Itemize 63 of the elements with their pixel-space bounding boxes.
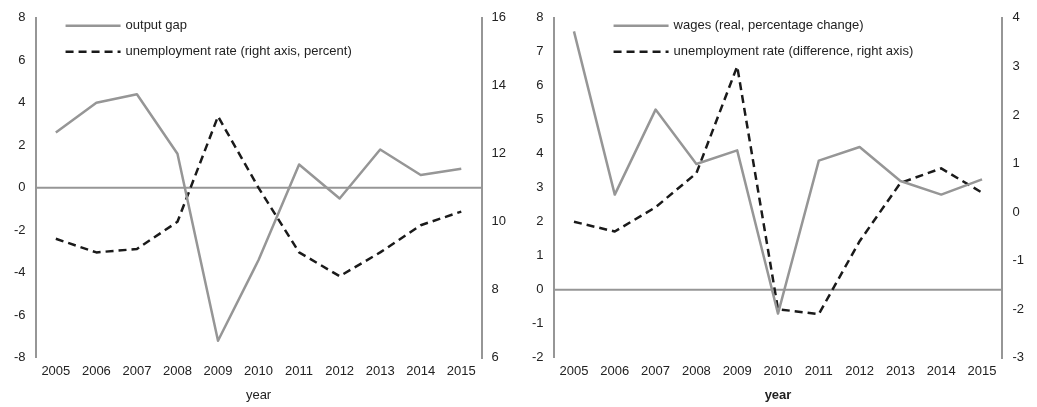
- x-tick-label: 2011: [285, 363, 314, 379]
- y2-tick-label: -3: [1012, 349, 1024, 365]
- y2-tick-label: 1: [1012, 155, 1020, 171]
- x-tick-label: 2007: [641, 363, 671, 379]
- y2-tick-label: 4: [1012, 9, 1020, 25]
- x-tick-label: 2013: [885, 363, 915, 379]
- y-tick-label: -2: [14, 221, 26, 237]
- y2-tick-label: 12: [491, 145, 507, 161]
- y2-tick-label: 8: [491, 281, 499, 297]
- y-tick-label: -1: [532, 315, 544, 331]
- y2-tick-label: 3: [1012, 57, 1020, 73]
- x-tick-label: 2009: [203, 363, 233, 379]
- x-tick-label: 2015: [967, 363, 997, 379]
- y-tick-label: -2: [532, 349, 544, 365]
- y-tick-label: 3: [536, 179, 544, 195]
- legend-label: output gap: [125, 17, 188, 33]
- legend-label: wages (real, percentage change): [672, 17, 864, 33]
- x-tick-label: 2010: [763, 363, 793, 379]
- y2-tick-label: 2: [1012, 106, 1020, 122]
- y-tick-label: -4: [14, 264, 26, 280]
- y-tick-label: 4: [536, 145, 544, 161]
- x-tick-label: 2014: [926, 363, 956, 379]
- y-tick-label: 2: [18, 136, 26, 152]
- y2-tick-label: 16: [491, 9, 507, 25]
- x-tick-label: 2012: [325, 363, 355, 379]
- x-axis-title: year: [764, 386, 792, 402]
- y2-tick-label: 6: [491, 349, 499, 365]
- x-axis-title: year: [245, 386, 272, 402]
- x-tick-label: 2007: [122, 363, 152, 379]
- x-tick-label: 2006: [600, 363, 630, 379]
- line-series: [54, 115, 463, 278]
- x-tick-label: 2008: [681, 363, 711, 379]
- x-tick-label: 2008: [163, 363, 192, 379]
- y-tick-label: 8: [536, 9, 544, 25]
- y2-tick-label: 0: [1012, 203, 1020, 219]
- y-tick-label: 7: [536, 43, 544, 59]
- y-tick-label: 0: [18, 179, 26, 195]
- x-tick-label: 2005: [41, 363, 71, 379]
- y-tick-label: 0: [536, 281, 544, 297]
- y-tick-label: -6: [14, 306, 26, 322]
- y2-tick-label: -1: [1012, 252, 1024, 268]
- x-tick-label: 2014: [406, 363, 436, 379]
- y2-tick-label: -2: [1012, 300, 1024, 316]
- y-tick-label: 2: [536, 213, 544, 229]
- legend-label: unemployment rate (right axis, percent): [125, 43, 352, 59]
- y-tick-label: 5: [536, 111, 544, 127]
- y-tick-label: 1: [536, 247, 544, 263]
- y-tick-label: 4: [18, 94, 26, 110]
- y2-tick-label: 10: [491, 213, 507, 229]
- y2-tick-label: 14: [491, 77, 507, 93]
- legend-label: unemployment rate (difference, right axis): [673, 43, 914, 59]
- x-tick-label: 2005: [559, 363, 589, 379]
- y-tick-label: 8: [18, 9, 26, 25]
- y-tick-label: 6: [18, 51, 26, 67]
- x-tick-label: 2013: [365, 363, 395, 379]
- x-tick-label: 2012: [845, 363, 875, 379]
- x-tick-label: 2011: [804, 363, 833, 379]
- y-tick-label: 6: [536, 77, 544, 93]
- x-tick-label: 2010: [244, 363, 274, 379]
- x-tick-label: 2015: [446, 363, 476, 379]
- x-tick-label: 2009: [722, 363, 752, 379]
- x-tick-label: 2006: [81, 363, 111, 379]
- y-tick-label: -8: [14, 349, 26, 365]
